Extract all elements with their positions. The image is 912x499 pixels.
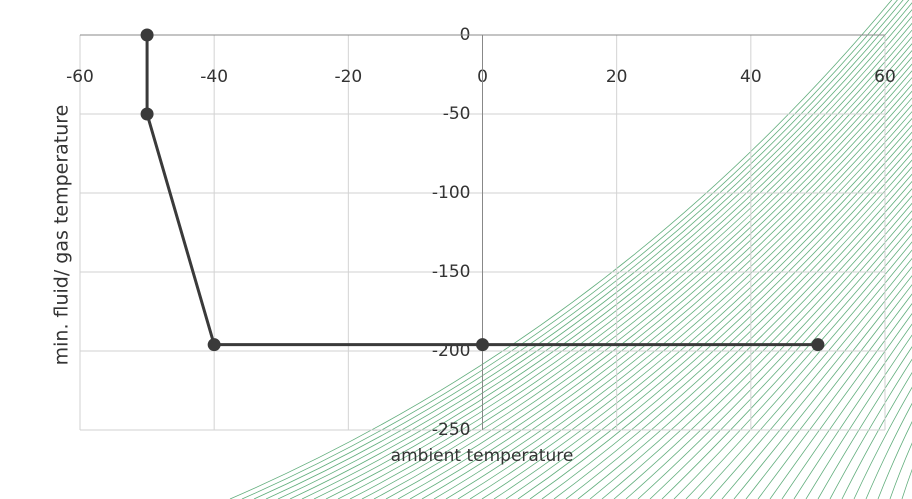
hatch-line xyxy=(517,138,912,499)
hatch-line xyxy=(541,152,912,499)
hatch-line xyxy=(853,386,912,499)
hatch-line xyxy=(805,334,912,499)
hatch-line xyxy=(433,90,912,499)
hatch-line xyxy=(649,217,912,499)
hatch-line xyxy=(601,188,912,499)
hatch-line xyxy=(661,225,912,499)
hatch-line xyxy=(229,0,893,499)
hatch-line xyxy=(361,49,912,499)
x-tick-label: 20 xyxy=(606,67,628,87)
hatch-line xyxy=(373,56,912,499)
hatch-line xyxy=(289,9,912,499)
hatch-line xyxy=(589,180,912,499)
hatch-line xyxy=(565,166,912,499)
hatch-line xyxy=(709,257,912,499)
hatch-line xyxy=(481,117,912,499)
hatch-line xyxy=(337,36,912,499)
data-point xyxy=(476,338,489,352)
y-tick-label: -150 xyxy=(432,262,471,282)
hatch-line xyxy=(421,83,912,499)
hatch-line xyxy=(577,173,912,499)
hatch-line xyxy=(793,323,912,499)
hatch-line xyxy=(781,313,912,499)
x-tick-label: -20 xyxy=(334,67,362,87)
hatch-line xyxy=(313,22,912,499)
hatch-line xyxy=(769,303,912,499)
hatch-line xyxy=(253,0,904,499)
hatch-line xyxy=(325,29,912,499)
hatch-line xyxy=(877,421,912,499)
x-axis-title: ambient temperature xyxy=(391,446,574,466)
hatch-line xyxy=(685,241,912,499)
data-point xyxy=(140,107,154,121)
y-tick-label: -100 xyxy=(432,183,471,203)
hatch-line xyxy=(733,275,912,499)
x-tick-label: -60 xyxy=(66,67,94,87)
x-tick-label: 60 xyxy=(874,67,896,87)
hatch-line xyxy=(349,43,912,499)
hatch-line xyxy=(529,145,912,499)
y-tick-label: -50 xyxy=(443,104,471,124)
x-tick-label: -40 xyxy=(200,67,228,87)
hatch-line xyxy=(673,233,912,499)
y-tick-label: -250 xyxy=(432,420,471,440)
hatch-line xyxy=(745,284,912,499)
x-tick-label: 40 xyxy=(740,67,762,87)
hatch-line xyxy=(697,249,912,499)
hatch-line xyxy=(445,97,912,499)
hatch-line xyxy=(553,159,912,499)
data-point xyxy=(811,338,825,352)
hatch-line xyxy=(613,195,912,499)
hatch-line xyxy=(457,104,912,499)
hatch-line xyxy=(301,15,912,499)
hatch-line xyxy=(385,63,912,499)
y-axis-title: min. fluid/ gas temperature xyxy=(51,105,73,366)
hatch-line xyxy=(829,358,912,499)
hatch-line xyxy=(409,77,912,499)
hatch-line xyxy=(505,131,912,499)
data-point xyxy=(207,338,221,352)
hatch-line xyxy=(865,402,912,499)
hatch-line xyxy=(265,0,910,499)
hatch-line xyxy=(757,293,912,499)
hatch-line xyxy=(277,2,912,499)
data-point xyxy=(140,28,154,42)
hatch-line xyxy=(625,202,912,499)
hatch-line xyxy=(469,111,912,499)
hatch-line xyxy=(637,210,912,499)
hatch-line xyxy=(241,0,898,499)
green-hatching xyxy=(229,0,912,499)
hatch-line xyxy=(493,124,912,499)
hatch-line xyxy=(721,266,912,499)
hatch-line xyxy=(817,346,912,499)
hatch-line xyxy=(889,442,912,499)
hatch-line xyxy=(397,70,912,499)
hatch-line xyxy=(841,372,912,499)
